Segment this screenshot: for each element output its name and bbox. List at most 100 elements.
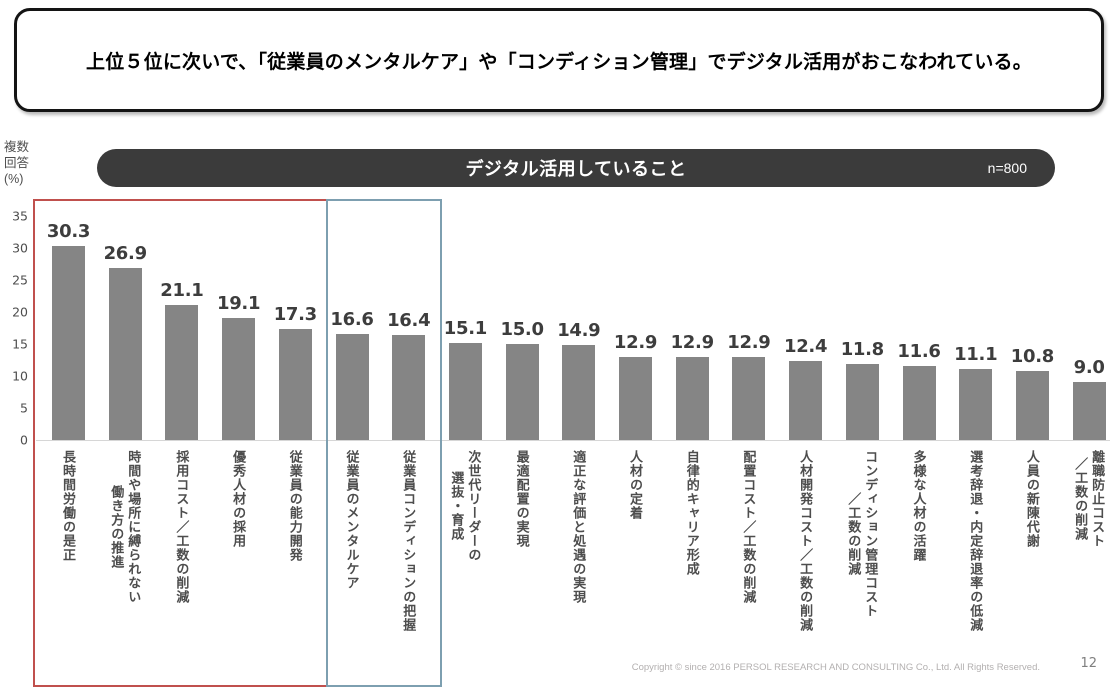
bar-value-label: 11.1 (954, 343, 998, 365)
bar (675, 357, 709, 440)
category-label-line: 選抜・育成 (449, 471, 465, 541)
category-label: コンディション管理コスト ／工数の削減 (845, 450, 879, 618)
category-label-line: 従業員の能力開発 (287, 450, 303, 562)
copyright-text: Copyright © since 2016 PERSOL RESEARCH A… (631, 662, 1040, 673)
bar-value-label: 15.1 (443, 318, 488, 340)
y-axis-unit-label: 複数 回答 (%) (4, 140, 30, 186)
mental-care-condition-highlight (325, 199, 442, 687)
category-label-line: ／工数の削減 (1073, 457, 1089, 541)
category-label-line: 働き方の推進 (109, 485, 125, 569)
category-label: 離職防止コスト ／工数の削減 (1072, 450, 1106, 548)
category-label-line: 長時間労働の是正 (61, 450, 76, 562)
y-tick-label: 25 (12, 272, 28, 288)
category-label: 優秀人材の採用 (230, 450, 247, 548)
headline-box: 上位５位に次いで、「従業員のメンタルケア」や「コンディション管理」でデジタル活用… (14, 8, 1104, 112)
category-label-line: 採用コスト／工数の削減 (174, 450, 190, 604)
bar-value-label: 9.0 (1073, 357, 1105, 379)
bar-value-label: 12.4 (783, 335, 828, 357)
category-label-line: 離職防止コスト (1090, 450, 1106, 548)
y-tick-label: 5 (20, 400, 28, 416)
bar (505, 344, 539, 440)
bar-value-label: 16.6 (330, 308, 374, 330)
y-tick-label: 0 (20, 432, 28, 448)
y-tick-label: 30 (12, 240, 28, 256)
category-label-line: 最適配置の実現 (514, 450, 530, 548)
bar-value-label: 10.8 (1010, 345, 1055, 367)
y-tick-label: 20 (12, 304, 28, 320)
category-label: 時間や場所に縛られない 働き方の推進 (108, 450, 142, 604)
bar-value-label: 12.9 (613, 332, 658, 354)
bar (902, 365, 936, 440)
bar (1072, 382, 1106, 440)
category-label-line: 人員の新陳代謝 (1024, 450, 1040, 548)
bar-value-label: 26.9 (103, 242, 148, 264)
category-label: 人材開発コスト／工数の削減 (797, 450, 814, 632)
bar (392, 335, 426, 440)
category-label-line: 次世代リーダーの (466, 450, 482, 562)
category-label-line: ／工数の削減 (846, 492, 862, 576)
headline-text: 上位５位に次いで、「従業員のメンタルケア」や「コンディション管理」でデジタル活用… (86, 51, 1032, 73)
bar (1015, 370, 1049, 440)
category-label-line: 人材の定着 (628, 450, 643, 520)
bar-value-label: 12.9 (727, 332, 771, 354)
category-label-line: 人材開発コスト／工数の削減 (798, 450, 814, 632)
category-label-line: 配置コスト／工数の削減 (741, 450, 757, 604)
category-label: 選考辞退・内定辞退率の低減 (967, 450, 984, 632)
category-label-line: 自律的キャリア形成 (684, 450, 700, 576)
bar-value-label: 11.8 (840, 339, 885, 361)
category-label-line: 選考辞退・内定辞退率の低減 (968, 450, 984, 632)
bar-value-label: 15.0 (500, 319, 544, 340)
category-label: 配置コスト／工数の削減 (740, 450, 757, 604)
bar (52, 246, 85, 440)
category-label: 多様な人材の活躍 (911, 450, 928, 562)
y-tick-label: 35 (12, 208, 28, 224)
bar-value-label: 21.1 (160, 279, 204, 301)
bar (845, 364, 879, 440)
sample-size-label: n=800 (987, 160, 1027, 176)
page-number: 12 (1080, 656, 1097, 671)
chart-title-bar: デジタル活用していること n=800 (97, 149, 1055, 187)
category-label: 採用コスト／工数の削減 (173, 450, 190, 604)
category-label-line: 適正な評価と処遇の実現 (571, 450, 587, 604)
bar (732, 357, 766, 440)
category-label: 従業員コンディションの把握 (400, 450, 417, 632)
bar-value-label: 12.9 (670, 332, 715, 354)
bar-value-label: 19.1 (216, 292, 261, 314)
bar (108, 267, 142, 440)
category-label: 適正な評価と処遇の実現 (570, 450, 587, 604)
category-label: 長時間労働の是正 (60, 450, 77, 562)
category-label: 従業員の能力開発 (287, 450, 304, 562)
category-label: 従業員のメンタルケア (344, 450, 361, 590)
chart-title: デジタル活用していること (465, 159, 687, 179)
bar-value-label: 30.3 (46, 221, 91, 243)
category-label: 次世代リーダーの 選抜・育成 (448, 450, 482, 562)
bar (789, 360, 823, 440)
category-label-line: 従業員のメンタルケア (344, 450, 360, 590)
bar (959, 368, 993, 440)
bar (278, 329, 312, 440)
category-label: 人材の定着 (627, 450, 644, 520)
y-tick-label: 15 (12, 336, 28, 352)
category-label-line: 優秀人材の採用 (231, 450, 247, 548)
category-label: 最適配置の実現 (514, 450, 531, 548)
x-axis-line (36, 440, 1110, 441)
category-label-line: 従業員コンディションの把握 (401, 450, 417, 632)
category-label-line: 多様な人材の活躍 (911, 450, 927, 562)
y-tick-label: 10 (12, 368, 28, 384)
bar-value-label: 14.9 (557, 319, 601, 341)
category-label-line: 時間や場所に縛られない (126, 450, 142, 604)
bar-value-label: 16.4 (387, 310, 431, 332)
bar (165, 304, 199, 440)
bar (562, 344, 596, 440)
category-label-line: コンディション管理コスト (863, 450, 879, 618)
bar (222, 317, 256, 440)
bar (335, 333, 369, 440)
category-label: 人員の新陳代謝 (1024, 450, 1041, 548)
bar-value-label: 17.3 (273, 304, 318, 326)
category-label: 自律的キャリア形成 (684, 450, 701, 576)
bar (448, 343, 482, 440)
bar (619, 357, 652, 440)
bar-value-label: 11.6 (897, 340, 941, 362)
